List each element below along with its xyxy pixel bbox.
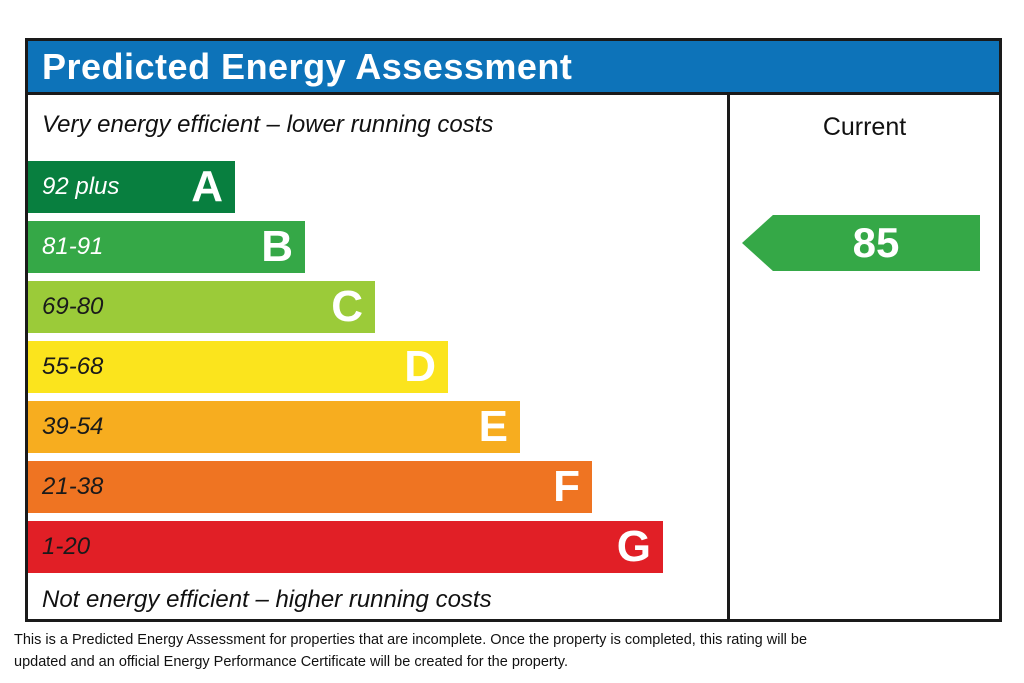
- band-bar-e: 39-54 E: [28, 401, 520, 453]
- current-rating-column: Current 85: [727, 95, 999, 622]
- band-bar-g: 1-20 G: [28, 521, 663, 573]
- band-letter: E: [478, 402, 508, 451]
- band-range-label: 55-68: [42, 353, 104, 380]
- band-row-b: 81-91 B: [28, 221, 727, 273]
- footer-note: This is a Predicted Energy Assessment fo…: [14, 632, 808, 670]
- page-title: Predicted Energy Assessment: [42, 45, 573, 87]
- current-rating-arrow: 85: [742, 215, 980, 271]
- band-row-f: 21-38 F: [28, 461, 727, 513]
- top-caption: Very energy efficient – lower running co…: [42, 111, 494, 138]
- band-range-label: 92 plus: [42, 173, 120, 200]
- band-letter: F: [553, 462, 580, 511]
- band-row-e: 39-54 E: [28, 401, 727, 453]
- band-range-label: 39-54: [42, 413, 104, 440]
- band-letter: D: [404, 342, 436, 391]
- band-row-g: 1-20 G: [28, 521, 727, 573]
- band-bar-a: 92 plus A: [28, 161, 235, 213]
- band-range-label: 1-20: [42, 533, 91, 560]
- bands: 92 plus A 81-91 B 69-80 C 55-68 D 39-54 E 21-38 F 1-…: [28, 161, 727, 573]
- band-bar-b: 81-91 B: [28, 221, 305, 273]
- bottom-caption: Not energy efficient – higher running co…: [42, 586, 492, 613]
- rating-scale-column: Very energy efficient – lower running co…: [28, 95, 727, 622]
- chart-body: Very energy efficient – lower running co…: [28, 95, 999, 622]
- band-bar-d: 55-68 D: [28, 341, 448, 393]
- band-letter: B: [261, 222, 293, 271]
- band-range-label: 81-91: [42, 233, 104, 260]
- band-range-label: 69-80: [42, 293, 104, 320]
- band-bar-c: 69-80 C: [28, 281, 375, 333]
- band-letter: G: [616, 522, 651, 571]
- band-row-d: 55-68 D: [28, 341, 727, 393]
- band-row-a: 92 plus A: [28, 161, 727, 213]
- band-bar-f: 21-38 F: [28, 461, 592, 513]
- epc-chart: Predicted Energy Assessment Very energy …: [25, 38, 1002, 622]
- band-letter: C: [331, 282, 363, 331]
- current-column-header: Current: [822, 113, 907, 141]
- current-rating-value: 85: [852, 219, 900, 266]
- band-range-label: 21-38: [42, 473, 104, 500]
- chart-header: Predicted Energy Assessment: [28, 41, 999, 95]
- band-letter: A: [191, 162, 223, 211]
- band-row-c: 69-80 C: [28, 281, 727, 333]
